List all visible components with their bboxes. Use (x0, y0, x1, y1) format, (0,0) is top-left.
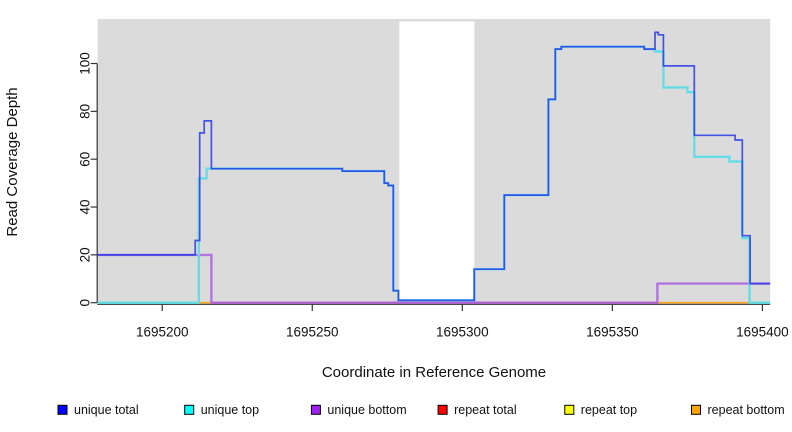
legend-item-unique-bottom: unique bottom (310, 403, 407, 417)
legend-swatch (184, 404, 195, 415)
legend-label: unique top (201, 403, 259, 417)
legend-label: repeat bottom (708, 403, 785, 417)
legend-item-repeat-bottom: repeat bottom (691, 403, 785, 417)
legend-swatch (310, 404, 321, 415)
legend-label: unique bottom (327, 403, 406, 417)
legend-item-unique-total: unique total (57, 403, 139, 417)
y-tick-label: 0 (78, 299, 93, 307)
legend-swatch (564, 404, 575, 415)
legend-swatch (691, 404, 701, 415)
uncovered-region (399, 21, 475, 304)
x-axis-title: Coordinate in Reference Genome (322, 364, 546, 381)
y-tick-label: 20 (78, 247, 93, 262)
y-tick-label: 60 (78, 152, 93, 167)
legend-item-repeat-top: repeat top (564, 403, 637, 417)
x-tick-label: 1695400 (736, 325, 789, 340)
y-tick-label: 40 (78, 200, 93, 215)
legend-item-unique-top: unique top (184, 403, 259, 417)
x-tick-label: 1695300 (436, 325, 489, 340)
y-tick-label: 80 (78, 104, 93, 119)
legend-label: repeat total (454, 403, 517, 417)
x-tick-label: 1695350 (586, 325, 639, 340)
legend-item-repeat-total: repeat total (437, 403, 517, 417)
y-axis-title: Read Coverage Depth (4, 87, 21, 236)
legend-label: repeat top (581, 403, 637, 417)
y-tick-label: 100 (78, 52, 93, 75)
legend-label: unique total (74, 403, 139, 417)
legend-swatch (437, 404, 448, 415)
series-line-unique-total (97, 31, 771, 302)
x-tick-label: 1695250 (286, 325, 339, 340)
x-tick-label: 1695200 (136, 325, 189, 340)
legend-swatch (57, 404, 68, 415)
